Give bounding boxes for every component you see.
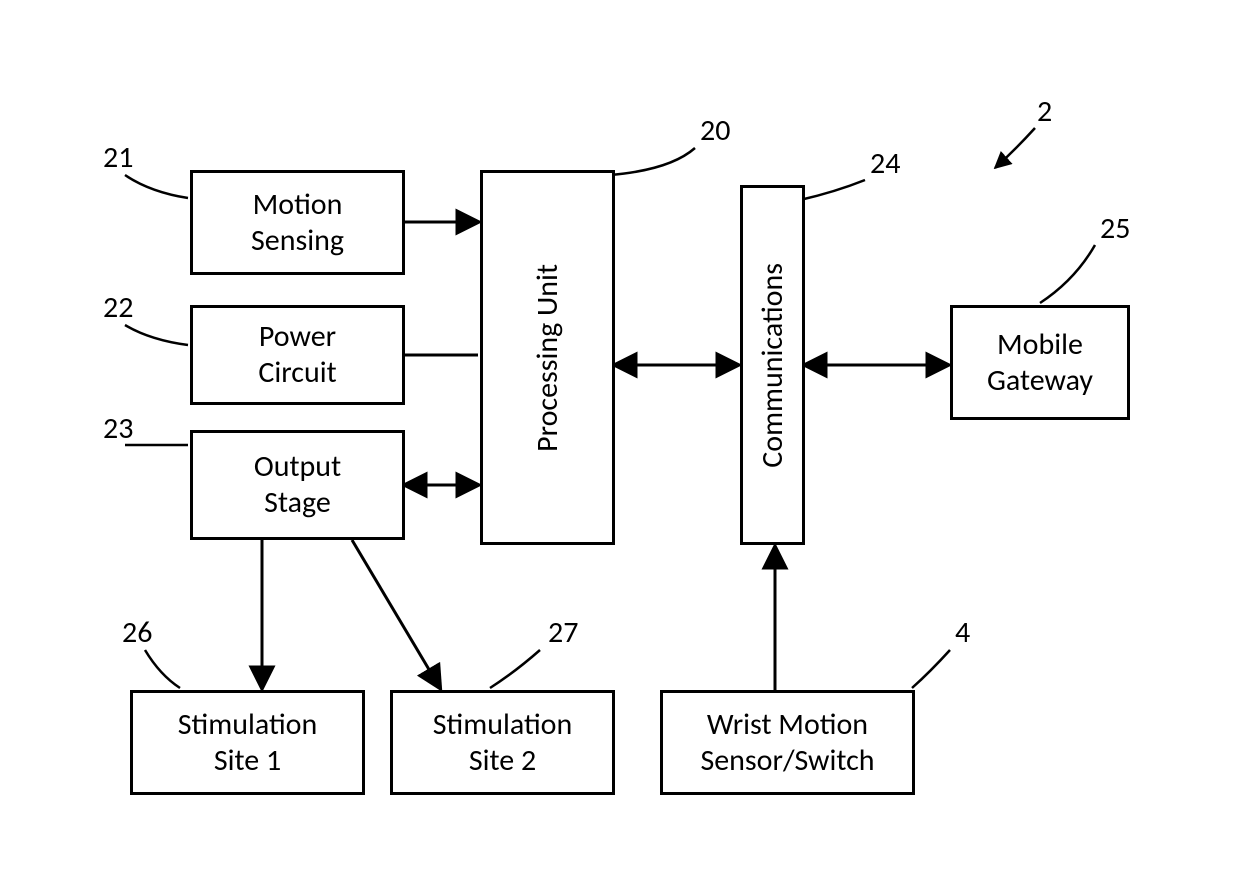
leader-25 — [1040, 245, 1095, 303]
processing-unit-label: Processing Unit — [530, 264, 566, 452]
leader-24 — [800, 180, 865, 200]
leader-4 — [912, 650, 950, 688]
ref-2: 2 — [1037, 93, 1052, 130]
ref-21: 21 — [103, 139, 133, 176]
communications-label: Communications — [755, 263, 791, 468]
communications-block: Communications — [740, 185, 805, 545]
mobile-gateway-label: MobileGateway — [987, 327, 1093, 399]
motion-sensing-block: MotionSensing — [190, 170, 405, 275]
stim-site-2-block: StimulationSite 2 — [390, 690, 615, 795]
leader-22 — [125, 325, 188, 345]
wrist-sensor-block: Wrist MotionSensor/Switch — [660, 690, 915, 795]
ref-22: 22 — [103, 289, 133, 326]
leader-21 — [125, 175, 188, 198]
power-circuit-label: PowerCircuit — [258, 319, 336, 391]
ref-27: 27 — [548, 614, 578, 651]
ref-23: 23 — [103, 410, 133, 447]
stim-site-1-label: StimulationSite 1 — [178, 707, 318, 779]
ref-20: 20 — [700, 112, 730, 149]
output-stage-label: OutputStage — [254, 449, 341, 521]
processing-unit-block: Processing Unit — [480, 170, 615, 545]
power-circuit-block: PowerCircuit — [190, 305, 405, 405]
output-stage-block: OutputStage — [190, 430, 405, 540]
ref-25: 25 — [1100, 210, 1130, 247]
stim-site-2-label: StimulationSite 2 — [433, 707, 573, 779]
edge-output_stage-stim_site_2 — [352, 540, 440, 688]
leader-27 — [490, 650, 540, 688]
ref-4: 4 — [955, 614, 970, 651]
leader-20 — [610, 148, 695, 175]
ref-26: 26 — [122, 614, 152, 651]
wrist-sensor-label: Wrist MotionSensor/Switch — [700, 707, 874, 779]
ref-24: 24 — [870, 145, 900, 182]
leader-26 — [145, 650, 180, 688]
motion-sensing-label: MotionSensing — [251, 187, 344, 259]
mobile-gateway-block: MobileGateway — [950, 305, 1130, 420]
leader-2 — [995, 128, 1035, 168]
stim-site-1-block: StimulationSite 1 — [130, 690, 365, 795]
